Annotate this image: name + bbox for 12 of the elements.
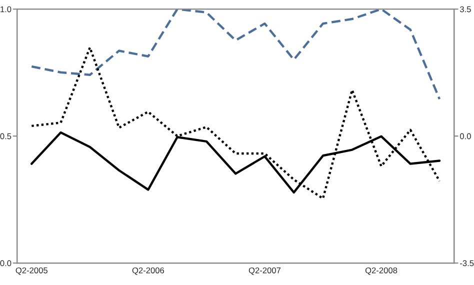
y2-tick-label: -3.5 — [460, 260, 474, 266]
line-series — [30, 46, 441, 200]
x-tick-label: Q2-2007 — [248, 267, 281, 275]
y-tick-label: 0.0 — [0, 260, 12, 266]
x-tick-label: Q2-2005 — [16, 267, 48, 275]
y2-tick-label: 0.0 — [460, 133, 471, 140]
x-tick-label: Q2-2008 — [365, 267, 398, 275]
x-tick-label: Q2-2006 — [132, 267, 164, 275]
y-tick-label: 0.5 — [0, 133, 12, 140]
y2-tick-label: 3.5 — [460, 6, 471, 12]
line-series — [30, 9, 441, 100]
y-tick-label: 1.0 — [0, 6, 12, 12]
